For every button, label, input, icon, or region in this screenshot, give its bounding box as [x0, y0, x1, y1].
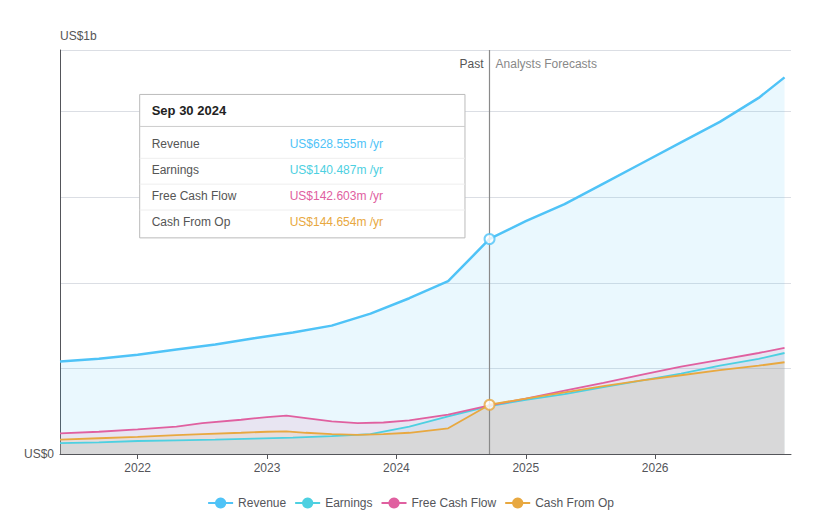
- svg-text:Free Cash Flow: Free Cash Flow: [412, 496, 497, 510]
- svg-text:2026: 2026: [642, 461, 669, 475]
- svg-text:Revenue: Revenue: [238, 496, 286, 510]
- svg-text:US$142.603m /yr: US$142.603m /yr: [290, 189, 383, 203]
- svg-text:2022: 2022: [124, 461, 151, 475]
- svg-text:Revenue: Revenue: [152, 137, 200, 151]
- svg-text:Earnings: Earnings: [152, 163, 199, 177]
- svg-text:2024: 2024: [383, 461, 410, 475]
- svg-text:Analysts Forecasts: Analysts Forecasts: [496, 57, 597, 71]
- svg-text:Free Cash Flow: Free Cash Flow: [152, 189, 237, 203]
- svg-text:2025: 2025: [512, 461, 539, 475]
- svg-text:US$0: US$0: [24, 447, 54, 461]
- svg-text:US$1b: US$1b: [60, 29, 97, 43]
- svg-text:US$628.555m /yr: US$628.555m /yr: [290, 137, 383, 151]
- svg-text:US$144.654m /yr: US$144.654m /yr: [290, 215, 383, 229]
- svg-text:2023: 2023: [254, 461, 281, 475]
- svg-text:US$140.487m /yr: US$140.487m /yr: [290, 163, 383, 177]
- svg-text:Past: Past: [460, 57, 485, 71]
- svg-text:Cash From Op: Cash From Op: [535, 496, 614, 510]
- svg-text:Earnings: Earnings: [325, 496, 372, 510]
- svg-text:Cash From Op: Cash From Op: [152, 215, 231, 229]
- svg-text:Sep 30 2024: Sep 30 2024: [152, 103, 227, 118]
